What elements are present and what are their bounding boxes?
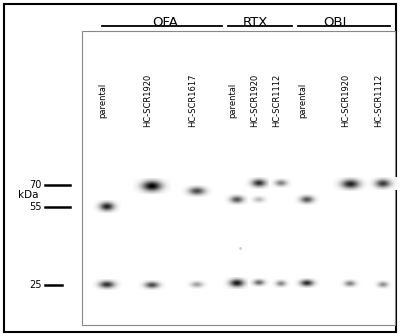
Text: RTX: RTX <box>242 16 268 29</box>
Text: HC-SCR1112: HC-SCR1112 <box>374 73 383 127</box>
Text: HC-SCR1920: HC-SCR1920 <box>250 73 259 127</box>
Text: HC-SCR1617: HC-SCR1617 <box>188 73 197 127</box>
Text: parental: parental <box>228 82 237 118</box>
Text: parental: parental <box>298 82 307 118</box>
Text: 70: 70 <box>30 180 42 190</box>
Text: HC-SCR1920: HC-SCR1920 <box>341 73 350 127</box>
Text: 25: 25 <box>30 280 42 290</box>
Text: OBI: OBI <box>323 16 347 29</box>
Text: 55: 55 <box>30 202 42 212</box>
Bar <box>82 31 395 325</box>
Text: HC-SCR1112: HC-SCR1112 <box>272 73 281 127</box>
Text: kDa: kDa <box>18 190 38 200</box>
Text: HC-SCR1920: HC-SCR1920 <box>143 73 152 127</box>
Text: OFA: OFA <box>152 16 178 29</box>
Text: parental: parental <box>98 82 107 118</box>
